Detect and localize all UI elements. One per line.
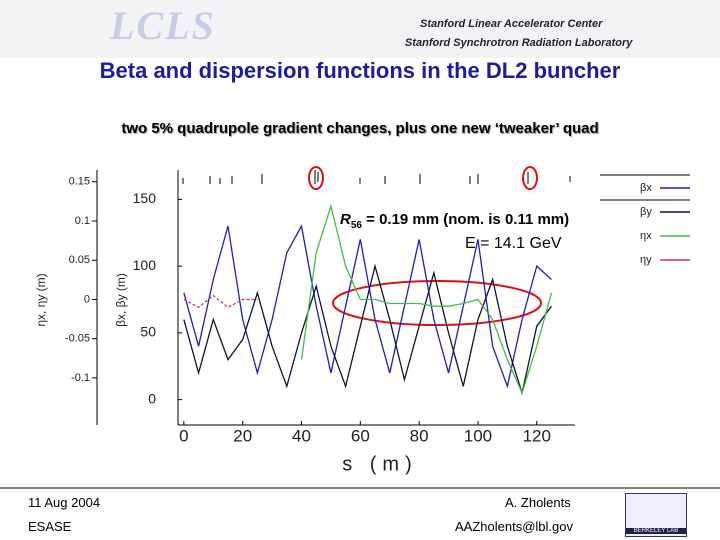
header-band — [0, 0, 720, 58]
x-tick-label: 40 — [292, 426, 311, 445]
footer-topic: ESASE — [28, 519, 72, 534]
y2-tick-label: -0.1 — [71, 372, 90, 384]
y2-tick-label: 0.05 — [69, 254, 90, 266]
institution: Stanford Linear Accelerator Center — [420, 18, 603, 30]
y-tick-label: 100 — [133, 257, 157, 273]
slide-subtitle: two 5% quadrupole gradient changes, plus… — [121, 120, 599, 137]
legend-label: βx — [640, 182, 652, 194]
footer-date: 11 Aug 2004 — [28, 495, 101, 510]
slide-title: Beta and dispersion functions in the DL2… — [99, 58, 621, 83]
annotation: E = 14.1 GeV — [465, 235, 562, 252]
legend-label: ηy — [640, 254, 652, 266]
x-tick-label: 120 — [523, 426, 551, 445]
legend-label: βy — [640, 206, 652, 218]
lab-name: BERKELEY LAB — [626, 528, 686, 534]
x-axis-label: s (m) — [342, 453, 418, 475]
quad-markers — [182, 170, 571, 184]
y-tick-label: 0 — [148, 390, 156, 406]
series-line — [183, 224, 552, 389]
footer-email: AAZholents@lbl.gov — [455, 519, 573, 534]
x-tick-label: 20 — [233, 426, 252, 445]
y2-tick-label: 0.15 — [69, 176, 90, 188]
x-tick-label: 0 — [179, 426, 188, 445]
y2-tick-label: 0 — [84, 293, 90, 305]
y-tick-label: 150 — [133, 190, 157, 206]
y-tick-label: 50 — [140, 324, 156, 340]
y2-axis-label: ηx, ηy (m) — [34, 273, 48, 326]
highlights — [308, 166, 542, 326]
series-line — [183, 294, 258, 309]
series-line — [300, 203, 553, 395]
legend-label: ηx — [640, 230, 652, 242]
x-tick-label: 100 — [464, 426, 492, 445]
institution: Stanford Synchrotron Radiation Laborator… — [405, 37, 633, 49]
series-line — [183, 263, 552, 396]
logo: LCLS — [110, 3, 216, 48]
footer-author: A. Zholents — [505, 495, 571, 510]
lab-logo: BERKELEY LAB — [625, 493, 687, 537]
y2-tick-label: 0.1 — [75, 215, 90, 227]
y2-tick-label: -0.05 — [65, 333, 90, 345]
y-axis-label: βx, βy (m) — [114, 273, 128, 327]
x-tick-label: 60 — [351, 426, 370, 445]
x-tick-label: 80 — [410, 426, 429, 445]
annotation: R56 = 0.19 mm (nom. is 0.11 mm) — [340, 211, 569, 231]
